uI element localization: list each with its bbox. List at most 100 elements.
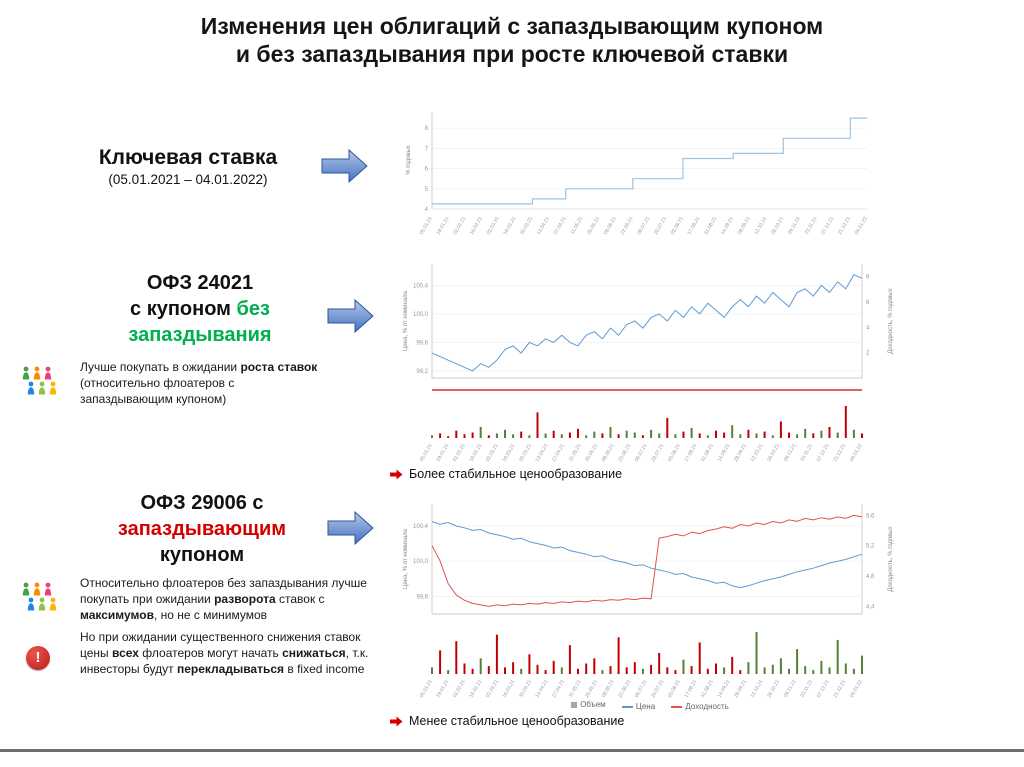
- svg-text:16.03.21: 16.03.21: [501, 679, 516, 699]
- svg-text:30.03.21: 30.03.21: [518, 679, 533, 699]
- svg-text:26.10.21: 26.10.21: [766, 443, 781, 463]
- svg-text:4: 4: [866, 325, 870, 331]
- svg-text:22.06.21: 22.06.21: [620, 216, 635, 236]
- svg-text:% годовых: % годовых: [406, 145, 412, 175]
- svg-text:02.03.21: 02.03.21: [486, 216, 501, 236]
- svg-text:02.02.21: 02.02.21: [452, 679, 467, 699]
- svg-text:Доходность, % годовых: Доходность, % годовых: [888, 288, 894, 354]
- svg-text:31.08.21: 31.08.21: [700, 679, 715, 699]
- svg-text:09.11.21: 09.11.21: [787, 216, 802, 236]
- ofz29006-heading-line3: купоном: [159, 544, 245, 566]
- svg-text:5,6: 5,6: [866, 513, 875, 519]
- svg-text:05.01.21: 05.01.21: [419, 216, 434, 236]
- svg-text:19.01.21: 19.01.21: [435, 679, 450, 699]
- svg-text:07.12.21: 07.12.21: [816, 679, 831, 699]
- ofz29006-bullet-2: Но при ожидании существенного снижения с…: [80, 630, 369, 676]
- svg-text:04.01.22: 04.01.22: [849, 443, 864, 463]
- svg-text:21.12.21: 21.12.21: [837, 216, 852, 236]
- svg-text:08.06.21: 08.06.21: [601, 443, 616, 463]
- svg-text:06.07.21: 06.07.21: [636, 216, 651, 236]
- svg-text:27.04.21: 27.04.21: [551, 679, 566, 699]
- warning-glyph: !: [35, 649, 41, 666]
- svg-text:12.10.21: 12.10.21: [750, 443, 765, 463]
- ofz24021-heading-line2: с купоном без: [130, 298, 270, 320]
- people-icon: [22, 366, 57, 395]
- svg-text:5: 5: [425, 187, 429, 193]
- svg-text:14.09.21: 14.09.21: [716, 679, 731, 699]
- svg-text:2: 2: [866, 351, 870, 357]
- svg-text:12.10.21: 12.10.21: [750, 679, 765, 699]
- svg-text:03.08.21: 03.08.21: [667, 443, 682, 463]
- ofz29006-heading-line2: запаздывающим: [117, 518, 287, 540]
- svg-text:21.12.21: 21.12.21: [832, 443, 847, 463]
- note-stable-pricing: Более стабильное ценообразование: [390, 467, 622, 481]
- svg-text:11.05.21: 11.05.21: [570, 216, 585, 236]
- svg-text:Доходность, % годовых: Доходность, % годовых: [888, 526, 894, 592]
- svg-text:27.04.21: 27.04.21: [553, 216, 568, 236]
- svg-text:03.08.21: 03.08.21: [670, 216, 685, 236]
- svg-text:26.10.21: 26.10.21: [766, 679, 781, 699]
- svg-text:25.05.21: 25.05.21: [584, 679, 599, 699]
- svg-text:100,4: 100,4: [413, 283, 429, 289]
- svg-text:23.11.21: 23.11.21: [799, 443, 814, 463]
- svg-text:8: 8: [425, 126, 429, 132]
- svg-text:26.10.21: 26.10.21: [770, 216, 785, 236]
- svg-text:Цена, % от номинала: Цена, % от номинала: [403, 290, 409, 351]
- svg-text:100,0: 100,0: [413, 559, 429, 565]
- ofz29006-heading-line1: ОФЗ 29006 с: [140, 492, 264, 514]
- svg-text:16.02.21: 16.02.21: [468, 679, 483, 699]
- svg-text:99,6: 99,6: [416, 594, 428, 600]
- svg-text:99,6: 99,6: [416, 340, 428, 346]
- svg-text:22.06.21: 22.06.21: [617, 443, 632, 463]
- svg-text:30.03.21: 30.03.21: [519, 216, 534, 236]
- svg-text:09.11.21: 09.11.21: [783, 443, 798, 463]
- key-rate-title: Ключевая ставка: [98, 146, 278, 169]
- note-stable-pricing-text: Более стабильное ценообразование: [409, 467, 623, 481]
- svg-text:Цена, % от номинала: Цена, % от номинала: [403, 528, 409, 589]
- note-unstable-pricing-text: Менее стабильное ценообразование: [409, 714, 625, 728]
- svg-text:99,2: 99,2: [416, 369, 428, 375]
- svg-text:28.09.21: 28.09.21: [733, 679, 748, 699]
- svg-text:04.01.22: 04.01.22: [854, 216, 869, 236]
- svg-text:14.09.21: 14.09.21: [720, 216, 735, 236]
- svg-text:02.02.21: 02.02.21: [452, 216, 467, 236]
- svg-text:16.02.21: 16.02.21: [468, 443, 483, 463]
- legend-item-volume: Объем: [571, 700, 606, 709]
- flow-arrow-icon: [327, 298, 374, 334]
- ofz24021-heading-line1: ОФЗ 24021: [146, 272, 254, 294]
- svg-text:05.01.21: 05.01.21: [419, 679, 434, 699]
- svg-text:02.02.21: 02.02.21: [452, 443, 467, 463]
- svg-text:09.11.21: 09.11.21: [783, 679, 798, 699]
- flow-arrow-icon: [327, 510, 374, 546]
- svg-text:5,2: 5,2: [866, 544, 875, 550]
- legend-label-yield: Доходность: [685, 702, 729, 711]
- svg-text:17.08.21: 17.08.21: [686, 216, 701, 236]
- red-arrow-icon: [390, 469, 403, 479]
- ofz29006-heading: ОФЗ 29006 с запаздывающим купоном: [72, 490, 332, 568]
- yield-swatch: [671, 705, 683, 708]
- svg-text:30.03.21: 30.03.21: [518, 443, 533, 463]
- svg-text:06.07.21: 06.07.21: [634, 679, 649, 699]
- svg-text:13.04.21: 13.04.21: [535, 443, 550, 463]
- svg-text:20.07.21: 20.07.21: [650, 679, 665, 699]
- svg-text:4: 4: [425, 207, 429, 213]
- svg-text:02.03.21: 02.03.21: [485, 679, 500, 699]
- svg-text:16.03.21: 16.03.21: [502, 216, 517, 236]
- svg-text:07.12.21: 07.12.21: [816, 443, 831, 463]
- ofz24021-heading-line3: запаздывания: [128, 324, 272, 346]
- svg-text:31.08.21: 31.08.21: [703, 216, 718, 236]
- ofz29006-chart: 100,4 100,0 99,6 5,6 5,2 4,8 4,4 05.01.21 19.01.…: [403, 504, 894, 699]
- svg-text:16.03.21: 16.03.21: [501, 443, 516, 463]
- price-swatch: [621, 705, 633, 708]
- svg-text:100,4: 100,4: [413, 524, 429, 530]
- svg-text:20.07.21: 20.07.21: [653, 216, 668, 236]
- svg-text:11.05.21: 11.05.21: [568, 443, 583, 463]
- svg-text:27.04.21: 27.04.21: [551, 443, 566, 463]
- svg-text:02.03.21: 02.03.21: [485, 443, 500, 463]
- note-unstable-pricing: Менее стабильное ценообразование: [390, 714, 624, 728]
- svg-text:19.01.21: 19.01.21: [435, 443, 450, 463]
- key-rate-period: (05.01.2021 – 04.01.2022): [108, 172, 268, 187]
- ofz29006-bullet-1: Относительно флоатеров без запаздывания …: [80, 576, 367, 622]
- svg-text:12.10.21: 12.10.21: [753, 216, 768, 236]
